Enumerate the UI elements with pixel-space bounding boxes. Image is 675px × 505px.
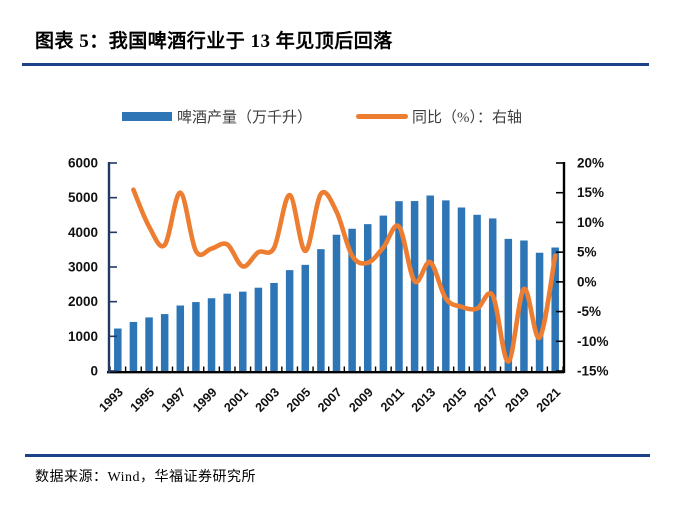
- right-axis-label: 0%: [577, 274, 597, 289]
- bar-2000: [223, 293, 231, 371]
- bar-1998: [192, 302, 200, 371]
- x-axis-label: 2005: [284, 385, 314, 415]
- bar-1995: [145, 317, 153, 371]
- right-axis-label: -15%: [577, 364, 609, 379]
- left-axis-label: 6000: [68, 156, 98, 171]
- bar-2005: [301, 264, 310, 371]
- x-axis-label: 1995: [128, 385, 158, 415]
- bar-2006: [317, 249, 325, 371]
- left-axis-label: 2000: [68, 294, 98, 309]
- legend-label-yoy: 同比（%）：右轴: [412, 110, 523, 126]
- bar-series-swatch-icon: [122, 112, 172, 121]
- left-axis-label: 0: [90, 364, 98, 379]
- title-underline: [22, 63, 649, 66]
- bar-2010: [379, 215, 388, 371]
- right-axis-label: 15%: [577, 185, 604, 200]
- x-axis-label: 2003: [253, 385, 283, 415]
- bar-2002: [254, 287, 263, 371]
- chart-legend: 啤酒产量（万千升） 同比（%）：右轴: [122, 106, 522, 127]
- x-axis-label: 2011: [378, 385, 407, 414]
- right-axis-label: 20%: [577, 156, 604, 171]
- right-axis-label: -5%: [577, 304, 601, 319]
- bar-2003: [270, 282, 278, 371]
- right-axis-label: -10%: [577, 334, 609, 349]
- legend-label-production: 啤酒产量（万千升）: [177, 110, 313, 126]
- x-axis-label: 1999: [190, 385, 220, 415]
- x-axis-label: 2021: [534, 385, 564, 415]
- x-axis-label: 2007: [315, 385, 345, 415]
- bar-2011: [395, 201, 403, 371]
- left-axis-label: 3000: [68, 260, 98, 275]
- x-axis-label: 2009: [346, 385, 376, 415]
- bar-2020: [535, 252, 544, 371]
- legend-item-production: 啤酒产量（万千升）: [122, 106, 312, 127]
- x-axis-label: 1997: [159, 385, 189, 415]
- x-axis-label: 2001: [221, 385, 251, 415]
- bar-2007: [332, 234, 341, 371]
- bar-2013: [426, 195, 434, 371]
- footer-separator: [25, 454, 650, 457]
- right-axis-label: 10%: [577, 215, 604, 230]
- x-axis-label: 2017: [471, 385, 501, 415]
- bar-1997: [176, 305, 185, 371]
- left-axis-label: 1000: [68, 329, 98, 344]
- bar-1994: [129, 321, 138, 371]
- bar-2001: [239, 291, 247, 371]
- bar-1999: [207, 298, 216, 371]
- bar-2019: [520, 240, 528, 371]
- left-axis-label: 4000: [68, 225, 98, 240]
- left-axis-label: 5000: [68, 190, 98, 205]
- bar-2016: [473, 214, 481, 371]
- x-axis-label: 1993: [96, 385, 126, 415]
- bar-2014: [442, 200, 450, 371]
- x-axis-label: 2013: [409, 385, 439, 415]
- chart-area: 0 1000 2000 3000 4000 5000 6000 -15% -10% -5% 0% 5%…: [0, 140, 675, 440]
- x-axis-label: 2015: [440, 385, 470, 415]
- right-axis-label: 5%: [577, 245, 597, 260]
- bar-2012: [410, 201, 419, 371]
- bar-2021: [551, 247, 559, 371]
- line-series-swatch-icon: [356, 114, 409, 119]
- combo-chart: 0 1000 2000 3000 4000 5000 6000 -15% -10% -5% 0% 5%…: [68, 156, 609, 415]
- bar-1993: [114, 328, 122, 371]
- bar-2008: [348, 228, 356, 371]
- data-source-note: 数据来源：Wind，华福证券研究所: [35, 470, 257, 485]
- bar-2009: [363, 224, 372, 371]
- yoy-line: [131, 187, 558, 364]
- bar-2018: [504, 238, 513, 371]
- legend-item-yoy: 同比（%）：右轴: [356, 106, 522, 127]
- figure-title: 图表 5：我国啤酒行业于 13 年见顶后回落: [35, 31, 393, 52]
- x-axis-label: 2019: [503, 385, 533, 415]
- bar-1996: [160, 314, 169, 371]
- bar-2015: [457, 207, 466, 371]
- bar-2004: [285, 270, 294, 371]
